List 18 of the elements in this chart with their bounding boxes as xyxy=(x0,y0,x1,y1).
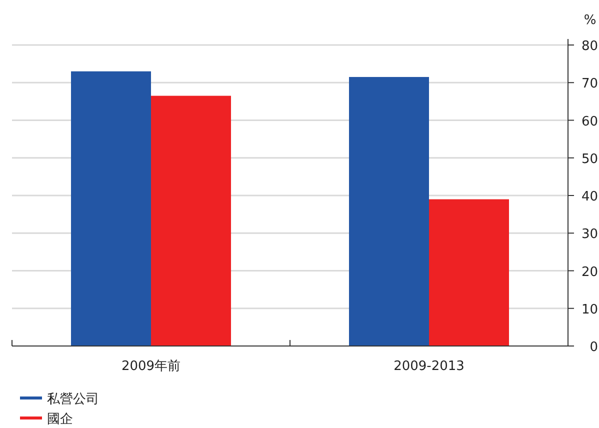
y-tick-label: 70 xyxy=(581,76,598,92)
y-tick-label: 80 xyxy=(581,39,598,54)
x-tick-label: 2009年前 xyxy=(121,359,181,374)
y-tick-label: 40 xyxy=(581,190,598,204)
bar xyxy=(429,199,509,346)
bar xyxy=(71,71,151,346)
bar xyxy=(151,96,231,346)
y-axis-title: % xyxy=(584,13,596,28)
y-tick-label: 60 xyxy=(581,114,598,130)
y-tick-label: 10 xyxy=(581,302,598,318)
legend-label: 國企 xyxy=(47,412,73,427)
y-tick-label: 50 xyxy=(581,152,598,167)
y-tick-label: 30 xyxy=(581,227,598,242)
x-tick-label: 2009-2013 xyxy=(394,359,464,374)
y-tick-label: 0 xyxy=(590,340,598,355)
legend-label: 私營公司 xyxy=(47,392,99,407)
y-tick-label: 20 xyxy=(581,264,598,280)
bar xyxy=(349,76,429,346)
